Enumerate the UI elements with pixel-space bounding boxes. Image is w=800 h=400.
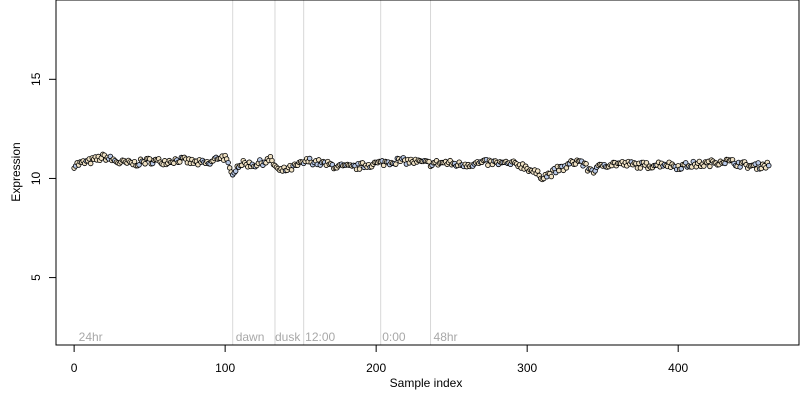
data-point [225, 159, 231, 166]
period-label: 48hr [434, 330, 458, 344]
data-point [755, 160, 761, 166]
plot-frame [55, 0, 800, 346]
y-tick-label: 10 [29, 171, 43, 185]
period-labels: 24hr dawn dusk 12:00 0:00 48hr [79, 330, 458, 344]
data-point [583, 161, 589, 167]
data-point [535, 168, 541, 174]
x-tick-label: 100 [215, 361, 235, 375]
x-tick-label: 200 [366, 361, 386, 375]
period-label: 12:00 [305, 330, 335, 344]
x-axis: 0 100 200 300 400 [71, 344, 689, 375]
data-point [146, 156, 153, 162]
x-axis-title: Sample index [390, 376, 463, 390]
data-point [136, 162, 142, 168]
period-label: dawn [236, 330, 265, 344]
period-boundaries [232, 0, 432, 345]
period-label: 24hr [79, 330, 103, 344]
data-point [707, 163, 713, 170]
x-tick-label: 300 [517, 361, 537, 375]
period-label: dusk [275, 330, 301, 344]
data-point [548, 173, 555, 180]
data-point [88, 160, 94, 167]
data-point [393, 161, 399, 167]
y-axis-title: Expression [9, 142, 23, 201]
x-tick-label: 0 [71, 361, 78, 375]
data-point [233, 168, 239, 174]
data-point [485, 162, 491, 168]
data-point [356, 166, 363, 172]
data-point [643, 160, 650, 166]
period-label: 0:00 [382, 330, 406, 344]
data-point [766, 162, 772, 169]
data-point [637, 165, 644, 171]
y-axis: 5 10 15 [29, 72, 57, 281]
data-point [142, 161, 148, 167]
data-points [71, 151, 772, 183]
y-tick-label: 15 [29, 72, 43, 86]
x-tick-label: 400 [668, 361, 688, 375]
y-tick-label: 5 [29, 274, 43, 281]
data-point [177, 159, 183, 165]
